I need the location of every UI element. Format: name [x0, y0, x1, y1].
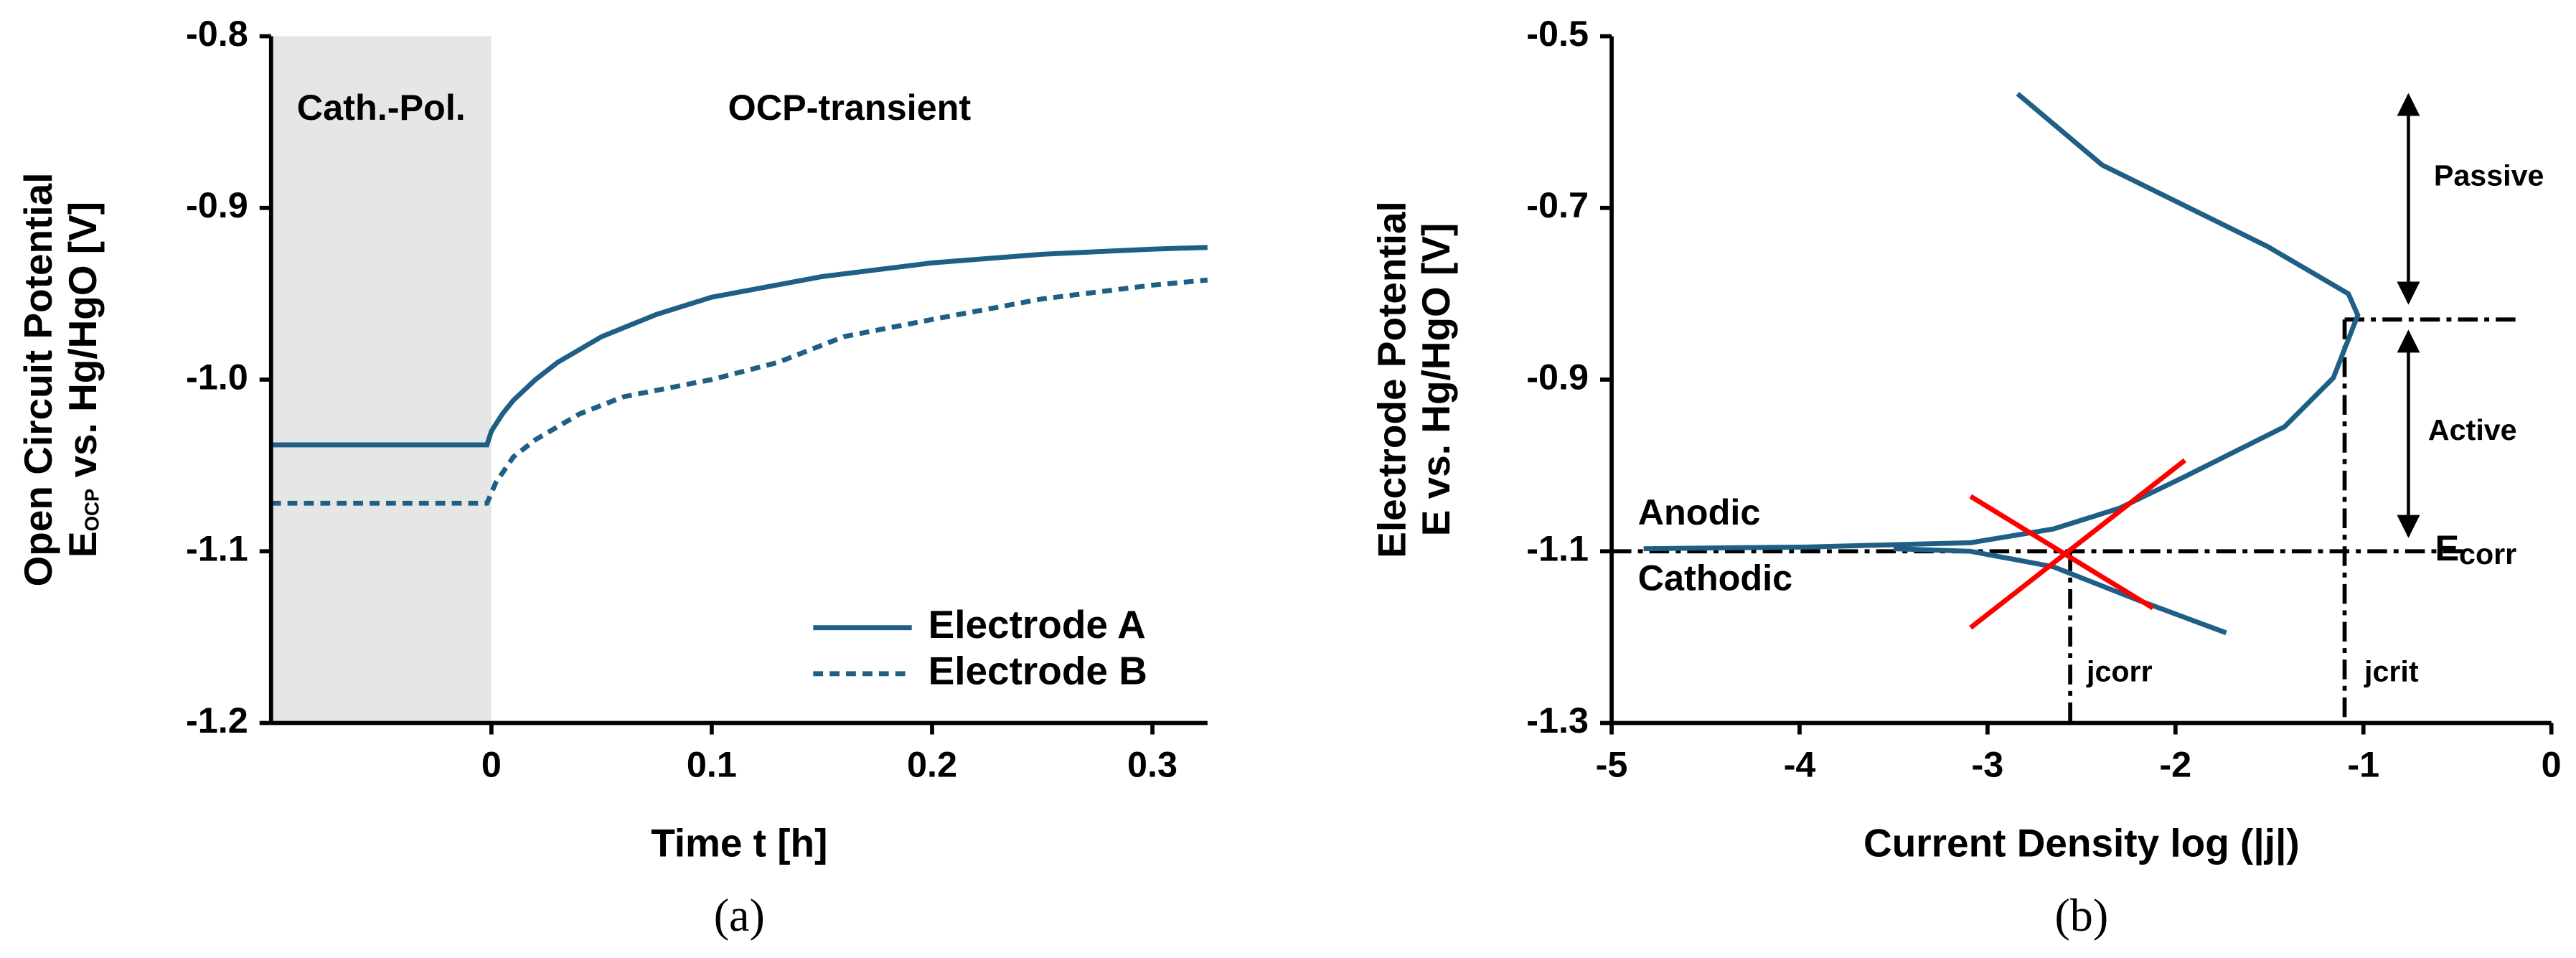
x-tick-label: -5 — [1596, 744, 1628, 785]
annotation: Cath.-Pol. — [297, 87, 466, 128]
y-tick-label: -0.8 — [186, 13, 248, 54]
x-tick-label: -3 — [1971, 744, 2003, 785]
series-line — [1969, 458, 2187, 630]
series-line — [1643, 91, 2361, 552]
caption: (a) — [714, 890, 765, 941]
y-axis-label: Open Circuit Potential — [16, 173, 60, 587]
jcrit-label: jcrit — [2364, 655, 2419, 688]
annotation: OCP-transient — [728, 87, 972, 128]
x-tick-label: -4 — [1784, 744, 1816, 785]
series-line — [1893, 546, 2227, 636]
legend-label: Electrode A — [929, 602, 1146, 647]
series-line — [271, 277, 1208, 506]
ecorr-label: Ecorr — [2435, 528, 2516, 570]
x-tick-label: -2 — [2159, 744, 2191, 785]
y-axis-label: Electrode Potential — [1369, 201, 1414, 558]
x-axis-label: Time t [h] — [651, 821, 827, 865]
x-tick-label: 0 — [2542, 744, 2562, 785]
x-tick-label: 0.2 — [907, 744, 957, 785]
series-line — [271, 245, 1208, 448]
series-label: Cathodic — [1638, 558, 1792, 598]
x-tick-label: 0.1 — [687, 744, 737, 785]
ecorr-subscript: corr — [2459, 537, 2516, 570]
x-tick-label: 0.3 — [1127, 744, 1177, 785]
jcorr-label: jcorr — [2086, 655, 2153, 688]
ecorr-symbol: E — [2435, 528, 2459, 569]
series-label: Anodic — [1638, 492, 1761, 532]
y-tick-label: -0.9 — [186, 184, 248, 225]
y-tick-label: -1.2 — [186, 700, 248, 741]
series-line — [1969, 494, 2155, 611]
y-tick-label: -0.7 — [1526, 184, 1589, 225]
y-axis-label: E vs. Hg/HgO [V] — [1414, 223, 1458, 537]
region-label: Passive — [2434, 159, 2544, 192]
y-tick-label: -0.5 — [1526, 13, 1589, 54]
x-axis-label: Current Density log (|j|) — [1863, 821, 2300, 866]
legend-label: Electrode B — [929, 648, 1147, 692]
caption: (b) — [2054, 890, 2108, 941]
y-tick-label: -1.0 — [186, 356, 248, 397]
y-tick-label: -0.9 — [1526, 356, 1589, 397]
y-tick-label: -1.3 — [1526, 700, 1589, 741]
y-label-subscript: OCP — [81, 489, 103, 532]
shaded-region — [271, 36, 492, 723]
x-tick-label: 0 — [481, 744, 502, 785]
region-label: Active — [2428, 413, 2517, 446]
y-tick-label: -1.1 — [186, 528, 248, 569]
x-tick-label: -1 — [2347, 744, 2379, 785]
y-label-symbol: E — [60, 531, 105, 558]
y-label-rest: vs. Hg/HgO [V] — [60, 202, 105, 489]
y-tick-label: -1.1 — [1526, 528, 1589, 569]
y-axis-label: EOCP vs. Hg/HgO [V] — [60, 202, 105, 558]
